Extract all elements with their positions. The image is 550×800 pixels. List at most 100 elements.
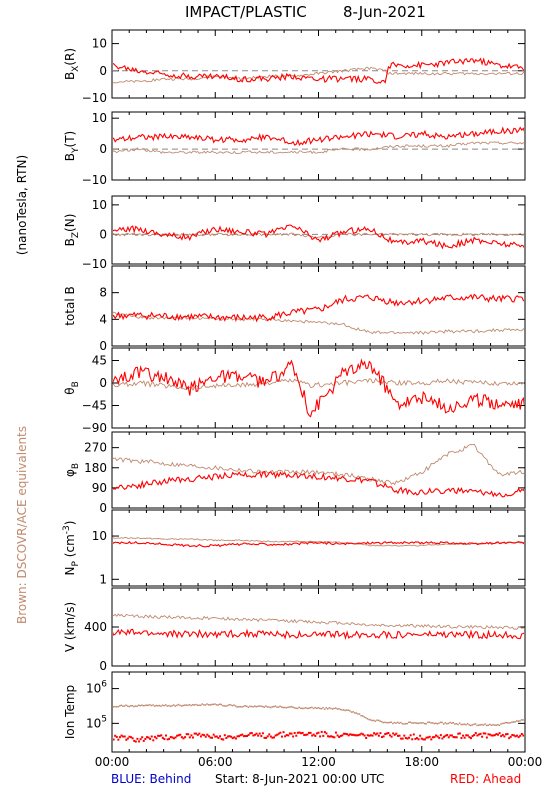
data-point bbox=[125, 738, 128, 741]
data-point bbox=[381, 736, 384, 739]
data-point bbox=[190, 704, 192, 707]
data-point bbox=[384, 721, 386, 724]
data-point bbox=[223, 705, 226, 707]
data-point bbox=[187, 704, 189, 707]
data-point bbox=[228, 703, 231, 706]
data-point bbox=[122, 705, 124, 707]
data-point bbox=[512, 721, 515, 723]
data-point bbox=[215, 704, 218, 706]
data-point bbox=[396, 734, 399, 737]
data-point bbox=[233, 704, 235, 706]
data-point bbox=[341, 734, 344, 737]
x-tick-label: 18:00 bbox=[404, 755, 439, 769]
data-point bbox=[400, 721, 402, 724]
data-point bbox=[455, 723, 458, 725]
data-point bbox=[330, 707, 332, 710]
data-point bbox=[409, 734, 412, 737]
data-point bbox=[419, 722, 421, 724]
data-point bbox=[319, 735, 322, 738]
data-point bbox=[195, 732, 198, 735]
data-point bbox=[198, 704, 200, 706]
data-point bbox=[401, 722, 404, 725]
data-point bbox=[392, 722, 394, 725]
data-point bbox=[431, 736, 434, 739]
data-point bbox=[385, 721, 388, 724]
data-point bbox=[401, 737, 404, 740]
data-point bbox=[517, 720, 520, 722]
data-point bbox=[263, 706, 265, 708]
data-point bbox=[465, 734, 468, 737]
data-point bbox=[400, 737, 403, 740]
data-point bbox=[460, 723, 462, 726]
series-line bbox=[113, 443, 524, 486]
data-point bbox=[131, 705, 134, 707]
data-point bbox=[290, 705, 292, 708]
data-point bbox=[408, 721, 410, 724]
data-point bbox=[481, 723, 483, 726]
data-point bbox=[404, 722, 407, 725]
data-point bbox=[417, 738, 420, 741]
data-point bbox=[207, 704, 210, 706]
data-point bbox=[166, 705, 169, 707]
data-point bbox=[414, 737, 417, 740]
data-point bbox=[450, 734, 453, 737]
data-point bbox=[408, 736, 411, 739]
data-point bbox=[172, 704, 175, 706]
data-point bbox=[228, 735, 231, 738]
data-point bbox=[268, 733, 271, 736]
data-point bbox=[435, 722, 437, 725]
data-point bbox=[347, 734, 350, 737]
data-point bbox=[226, 735, 229, 738]
data-point bbox=[387, 721, 389, 724]
data-point bbox=[409, 721, 412, 724]
y-axis-label: φB bbox=[63, 463, 81, 477]
data-point bbox=[514, 735, 517, 738]
data-point bbox=[144, 737, 147, 740]
data-point bbox=[509, 721, 512, 724]
data-point bbox=[269, 706, 272, 709]
data-point bbox=[344, 732, 347, 735]
data-point bbox=[311, 734, 314, 737]
data-point bbox=[296, 731, 299, 734]
data-point bbox=[454, 736, 457, 739]
data-point bbox=[138, 704, 140, 707]
data-point bbox=[150, 735, 153, 738]
data-point bbox=[309, 731, 312, 734]
data-point bbox=[288, 732, 291, 735]
data-point bbox=[125, 704, 127, 706]
data-point bbox=[433, 722, 435, 725]
data-point bbox=[142, 705, 145, 707]
data-point bbox=[165, 704, 167, 706]
data-point bbox=[244, 735, 247, 738]
panel-frame bbox=[111, 265, 526, 347]
y-tick-label: 8 bbox=[99, 286, 107, 300]
y-tick-label: 0 bbox=[99, 376, 107, 390]
data-point bbox=[182, 704, 184, 707]
data-point bbox=[422, 722, 424, 724]
data-point bbox=[185, 704, 188, 706]
y-tick-label: 0 bbox=[99, 142, 107, 156]
data-point bbox=[473, 723, 475, 726]
data-point bbox=[279, 731, 282, 734]
series-line bbox=[113, 628, 524, 640]
data-point bbox=[404, 737, 407, 740]
data-point bbox=[374, 720, 377, 722]
data-point bbox=[128, 705, 130, 708]
title-instrument: IMPACT/PLASTIC bbox=[185, 3, 307, 21]
data-point bbox=[265, 705, 267, 707]
y-tick-label: 180 bbox=[84, 461, 107, 475]
data-point bbox=[425, 736, 428, 739]
data-point bbox=[274, 705, 277, 707]
data-point bbox=[506, 722, 509, 724]
data-point bbox=[306, 707, 308, 710]
data-point bbox=[344, 709, 347, 712]
data-point bbox=[471, 735, 474, 738]
data-point bbox=[439, 734, 442, 737]
data-point bbox=[516, 720, 518, 722]
data-point bbox=[171, 736, 174, 739]
data-point bbox=[477, 733, 480, 736]
data-point bbox=[118, 736, 121, 739]
data-point bbox=[433, 736, 436, 739]
